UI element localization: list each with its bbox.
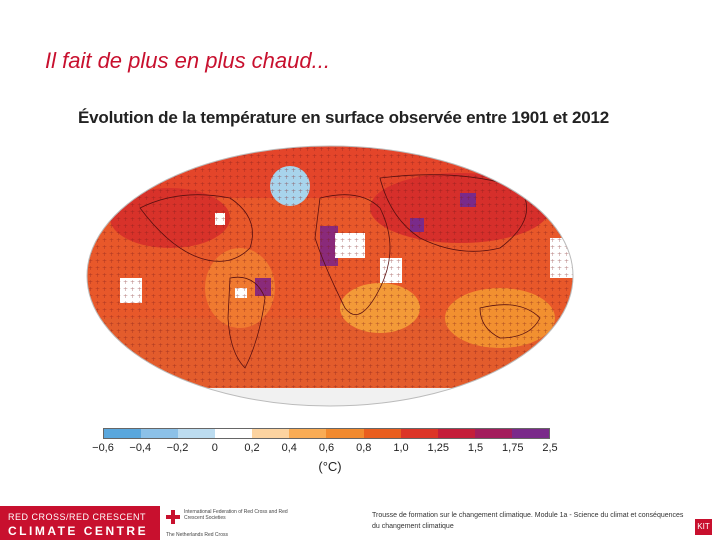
color-scale-tick-label: 1,25: [427, 442, 449, 454]
color-scale-swatch: [363, 429, 401, 438]
color-scale-swatch: [141, 429, 179, 438]
color-scale-swatch: [437, 429, 475, 438]
color-scale-swatch: [104, 429, 142, 438]
footer-caption: Trousse de formation sur le changement c…: [372, 512, 684, 530]
temperature-map: +: [80, 138, 600, 418]
color-scale-swatch: [289, 429, 327, 438]
color-scale-tick-label: −0,2: [166, 442, 189, 454]
color-scale-tick-label: 1,5: [467, 442, 484, 454]
color-scale-tick-label: −0,6: [92, 442, 114, 454]
color-scale-swatch: [215, 429, 253, 438]
ifrc-name: International Federation of Red Cross an…: [184, 509, 288, 521]
map-title: Évolution de la température en surface o…: [78, 108, 610, 127]
color-scale-swatch: [252, 429, 290, 438]
color-scale-bar: [103, 428, 550, 439]
color-scale-tick-label: −0,4: [129, 442, 152, 454]
color-scale-swatch: [178, 429, 216, 438]
climate-centre-logo: RED CROSS/RED CRESCENT CLIMATE CENTRE: [0, 506, 160, 540]
color-scale-tick-label: 1,0: [393, 442, 409, 454]
logo-line-1: RED CROSS/RED CRESCENT: [8, 512, 147, 522]
red-cross-icon: [166, 510, 180, 524]
color-scale-tick-label: 0: [211, 442, 218, 454]
color-scale-swatch: [400, 429, 438, 438]
logo-line-2: CLIMATE CENTRE: [8, 524, 149, 538]
kit-badge: KIT: [695, 519, 712, 535]
color-scale-tick-label: 1,75: [502, 442, 524, 454]
color-scale-tick-label: 0,6: [318, 442, 335, 454]
color-scale-unit: (°C): [318, 459, 342, 474]
color-scale-tick-label: 0,2: [244, 442, 260, 454]
color-scale-tick-label: 0,8: [356, 442, 372, 454]
ifrc-logo: International Federation of Red Cross an…: [162, 506, 362, 540]
color-scale-tick-label: 0,4: [281, 442, 297, 454]
color-scale-swatch: [511, 429, 549, 438]
slide-title: Il fait de plus en plus chaud...: [45, 48, 330, 73]
color-scale-ticks: −0,6 −0,4 −0,2 0 0,2 0,4 0,6 0,8 1,0 1,25 1,5 1,75 2…: [92, 442, 558, 456]
ifrc-tagline: The Netherlands Red Cross: [166, 532, 228, 538]
color-scale-tick-label: 2,5: [542, 442, 558, 454]
color-scale-swatch: [326, 429, 364, 438]
color-scale-swatch: [474, 429, 512, 438]
